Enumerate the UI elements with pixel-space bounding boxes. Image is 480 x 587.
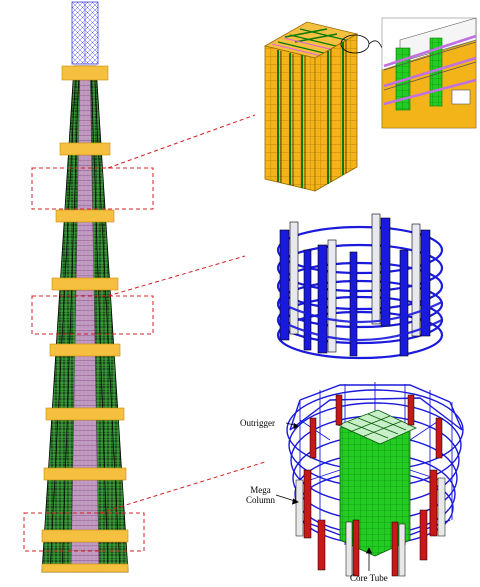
outrigger-level <box>61 65 109 81</box>
leader-line-top <box>107 114 256 169</box>
detail-outrigger-system <box>275 382 464 577</box>
outrigger-level <box>55 209 115 223</box>
detail-facade-block <box>263 21 383 192</box>
highlight-box-bottom <box>23 512 145 552</box>
highlight-box-top <box>31 167 154 210</box>
outrigger-level <box>51 277 119 291</box>
detail-zoom-inset <box>381 17 477 129</box>
mega-column-label-line2: Column <box>246 495 276 505</box>
outrigger-label: Outrigger <box>240 418 275 428</box>
outrigger-levels <box>41 65 129 573</box>
core-tube-label: Core Tube <box>350 573 388 583</box>
highlight-box-middle <box>31 295 154 335</box>
outrigger-level <box>49 343 121 357</box>
detail-column-ring <box>276 213 444 360</box>
outrigger-level <box>59 142 111 156</box>
mega-column-label-line1: Mega <box>250 485 271 495</box>
leader-line-bottom <box>99 461 266 514</box>
leader-line-middle <box>107 255 246 297</box>
mega-column-label: Mega Column <box>246 485 275 505</box>
outrigger-level <box>45 407 125 421</box>
outrigger-level <box>41 529 129 543</box>
tower-base <box>41 563 129 573</box>
tower-elevation <box>23 1 266 573</box>
outrigger-level <box>43 467 127 481</box>
